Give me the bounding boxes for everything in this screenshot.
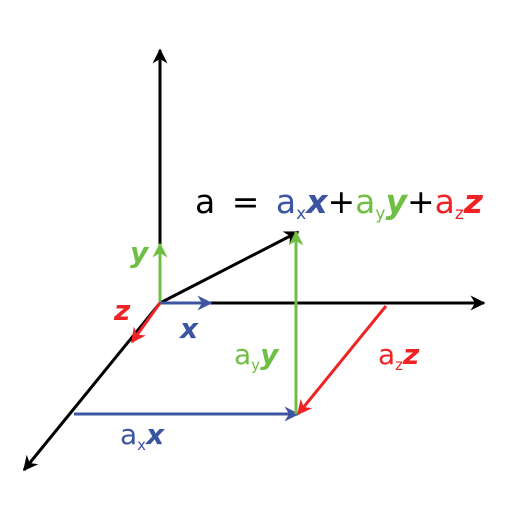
equation: a = axx+ayy+azz (195, 182, 484, 224)
eq-az-vec: z (463, 182, 484, 221)
component-label-ay: ayy (234, 338, 280, 374)
component-az-arrow (296, 305, 388, 416)
eq-plus-1: + (327, 182, 355, 221)
unit-vector-z (130, 302, 162, 344)
eq-equals: = (232, 182, 260, 221)
eq-plus-2: + (407, 182, 435, 221)
eq-ay-vec: y (385, 182, 408, 221)
eq-ay-sub: y (375, 204, 385, 224)
axis-label-z: z (113, 294, 131, 327)
component-label-az: azz (378, 338, 420, 374)
axis-label-y: y (130, 236, 150, 269)
eq-ax-sub: x (296, 204, 306, 224)
axis-label-x: x (178, 312, 199, 345)
component-label-ax: axx (120, 418, 165, 454)
eq-az-sub: z (455, 204, 464, 224)
vector-a-arrow (159, 230, 300, 305)
eq-az-coef: a (435, 182, 455, 221)
eq-ax-vec: x (304, 182, 329, 221)
eq-ay-coef: a (355, 182, 375, 221)
eq-lhs: a (195, 182, 215, 221)
eq-ax-coef: a (276, 182, 296, 221)
